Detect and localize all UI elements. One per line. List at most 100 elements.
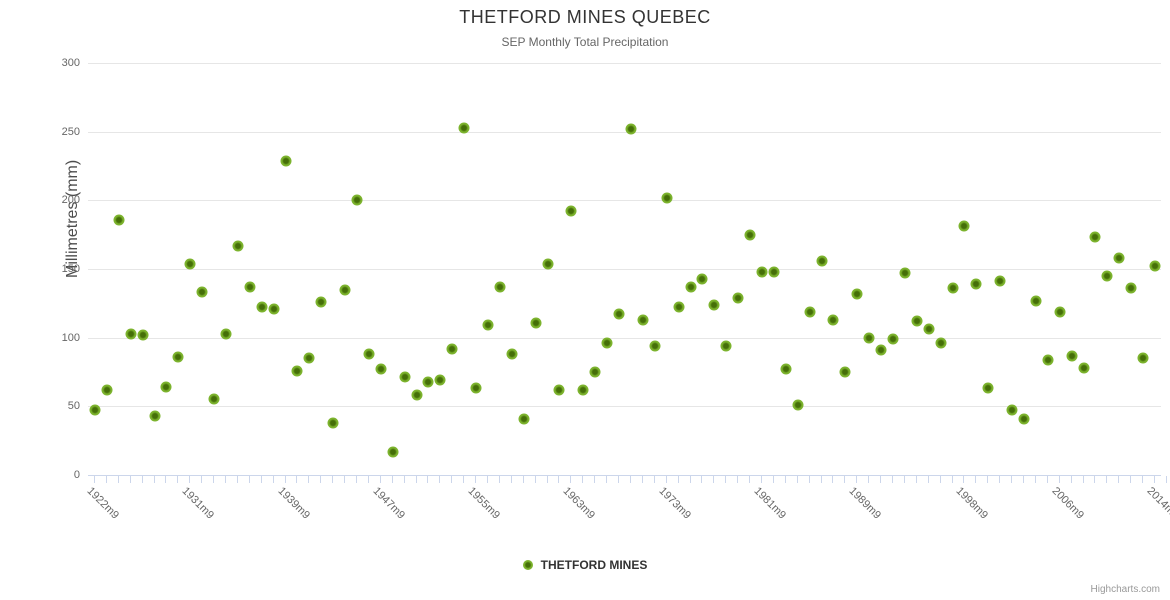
data-point[interactable] xyxy=(268,303,280,315)
data-point[interactable] xyxy=(613,308,625,320)
x-axis-tick xyxy=(177,476,179,483)
data-point[interactable] xyxy=(1149,260,1161,272)
data-point[interactable] xyxy=(577,384,589,396)
data-point[interactable] xyxy=(351,194,363,206)
data-point[interactable] xyxy=(637,314,649,326)
data-point[interactable] xyxy=(1030,295,1042,307)
data-point[interactable] xyxy=(232,240,244,252)
data-point[interactable] xyxy=(899,267,911,279)
data-point[interactable] xyxy=(673,301,685,313)
data-point[interactable] xyxy=(589,366,601,378)
data-point[interactable] xyxy=(601,337,613,349)
data-point[interactable] xyxy=(196,286,208,298)
data-point[interactable] xyxy=(137,329,149,341)
x-axis-tick xyxy=(236,476,238,483)
data-point[interactable] xyxy=(982,382,994,394)
data-point[interactable] xyxy=(744,229,756,241)
data-point[interactable] xyxy=(1089,231,1101,243)
x-axis-tick xyxy=(1106,476,1108,483)
data-point[interactable] xyxy=(172,351,184,363)
data-point[interactable] xyxy=(756,266,768,278)
x-axis-tick xyxy=(939,476,941,483)
data-point[interactable] xyxy=(291,365,303,377)
data-point[interactable] xyxy=(125,328,137,340)
legend-item-thetford-mines[interactable]: THETFORD MINES xyxy=(540,558,648,572)
data-point[interactable] xyxy=(649,340,661,352)
data-point[interactable] xyxy=(101,384,113,396)
data-point[interactable] xyxy=(911,315,923,327)
highcharts-credits-link[interactable]: Highcharts.com xyxy=(1090,584,1160,595)
data-point[interactable] xyxy=(303,352,315,364)
data-point[interactable] xyxy=(565,205,577,217)
data-point[interactable] xyxy=(1042,354,1054,366)
data-point[interactable] xyxy=(244,281,256,293)
data-point[interactable] xyxy=(804,306,816,318)
data-point[interactable] xyxy=(315,296,327,308)
data-point[interactable] xyxy=(1066,350,1078,362)
data-point[interactable] xyxy=(875,344,887,356)
data-point[interactable] xyxy=(208,393,220,405)
data-point[interactable] xyxy=(113,214,125,226)
x-axis-tick xyxy=(129,476,131,483)
data-point[interactable] xyxy=(542,258,554,269)
data-point[interactable] xyxy=(387,446,399,458)
data-point[interactable] xyxy=(482,319,494,331)
data-point[interactable] xyxy=(280,155,292,166)
data-point[interactable] xyxy=(256,301,268,313)
data-point[interactable] xyxy=(553,384,565,396)
data-point[interactable] xyxy=(958,220,970,232)
data-point[interactable] xyxy=(1018,413,1030,425)
data-point[interactable] xyxy=(887,333,899,345)
data-point[interactable] xyxy=(863,332,875,344)
data-point[interactable] xyxy=(792,399,804,411)
data-point[interactable] xyxy=(1078,362,1090,374)
data-point[interactable] xyxy=(923,323,935,335)
data-point[interactable] xyxy=(696,273,708,285)
data-point[interactable] xyxy=(685,281,696,293)
data-point[interactable] xyxy=(220,328,232,340)
data-point[interactable] xyxy=(89,404,101,416)
data-point[interactable] xyxy=(422,376,434,388)
data-point[interactable] xyxy=(530,317,542,329)
data-point[interactable] xyxy=(149,410,161,422)
data-point[interactable] xyxy=(375,363,387,375)
x-axis-tick xyxy=(1142,476,1144,483)
data-point[interactable] xyxy=(434,374,446,386)
data-point[interactable] xyxy=(363,348,375,360)
data-point[interactable] xyxy=(470,382,482,394)
data-point[interactable] xyxy=(458,122,470,134)
data-point[interactable] xyxy=(1125,282,1137,294)
data-point[interactable] xyxy=(768,266,780,278)
data-point[interactable] xyxy=(851,288,863,300)
data-point[interactable] xyxy=(1101,270,1113,282)
data-point[interactable] xyxy=(816,255,827,267)
data-point[interactable] xyxy=(970,278,982,290)
data-point[interactable] xyxy=(1137,352,1149,364)
data-point[interactable] xyxy=(1006,404,1018,416)
data-point[interactable] xyxy=(947,282,959,294)
data-point[interactable] xyxy=(1054,306,1066,318)
data-point[interactable] xyxy=(994,275,1006,287)
data-point[interactable] xyxy=(720,340,732,352)
data-point[interactable] xyxy=(160,381,172,393)
data-point[interactable] xyxy=(732,292,744,304)
data-point[interactable] xyxy=(411,389,423,401)
data-point[interactable] xyxy=(827,314,839,326)
data-point[interactable] xyxy=(625,123,637,135)
data-point[interactable] xyxy=(839,366,851,378)
data-point[interactable] xyxy=(446,343,458,355)
data-point[interactable] xyxy=(780,363,792,375)
data-point[interactable] xyxy=(327,417,339,429)
data-point[interactable] xyxy=(399,371,411,383)
data-point[interactable] xyxy=(506,348,518,360)
data-point[interactable] xyxy=(708,299,720,311)
x-axis-tick xyxy=(463,476,465,483)
data-point[interactable] xyxy=(1113,252,1125,264)
data-point[interactable] xyxy=(184,258,196,269)
x-axis-tick xyxy=(451,476,453,483)
data-point[interactable] xyxy=(339,284,351,296)
data-point[interactable] xyxy=(661,192,673,204)
data-point[interactable] xyxy=(518,413,530,425)
data-point[interactable] xyxy=(494,281,506,293)
data-point[interactable] xyxy=(935,337,947,349)
